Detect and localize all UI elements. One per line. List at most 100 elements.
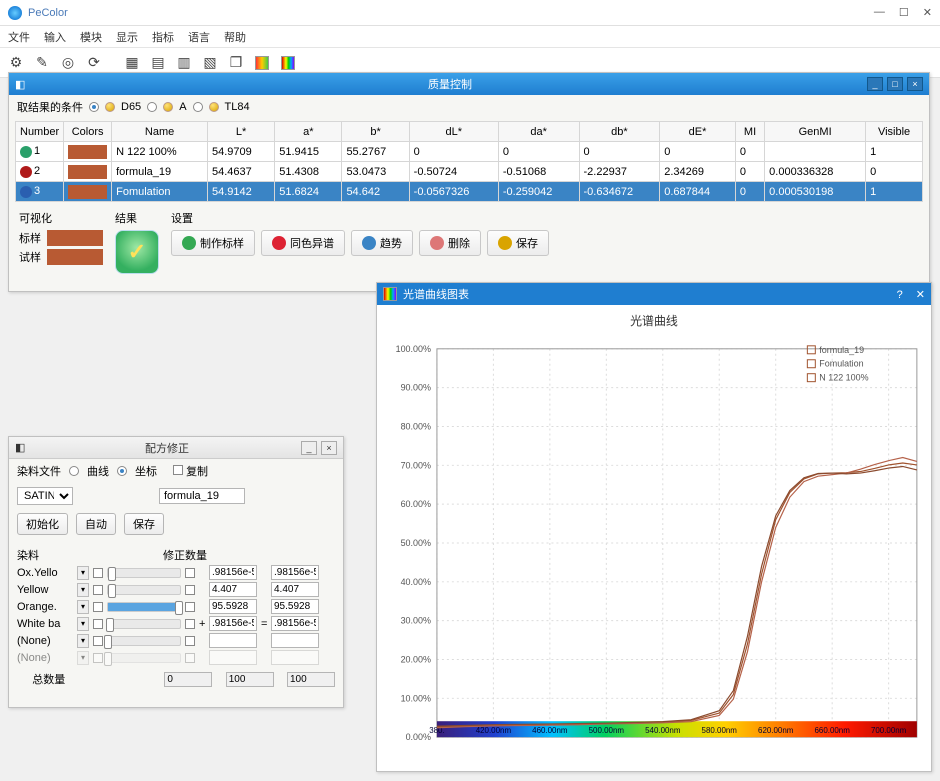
grid1-icon[interactable]: ▦ (122, 53, 142, 73)
rc-min-icon[interactable]: _ (301, 441, 317, 455)
qc-titlebar[interactable]: ◧ 质量控制 _ □ × (9, 73, 929, 95)
col-Number[interactable]: Number (16, 122, 64, 142)
init-button[interactable]: 初始化 (17, 513, 68, 535)
col-dE*[interactable]: dE* (660, 122, 736, 142)
gear-icon[interactable]: ⚙ (6, 53, 26, 73)
illum-d65-radio[interactable] (89, 102, 99, 112)
col-L*[interactable]: L* (208, 122, 275, 142)
rc-titlebar[interactable]: ◧ 配方修正 _ × (9, 437, 343, 459)
layers-icon[interactable]: ❐ (226, 53, 246, 73)
chart-titlebar[interactable]: 光谱曲线图表 ? ✕ (377, 283, 931, 305)
minimize-icon[interactable]: — (874, 6, 885, 19)
refresh-icon[interactable]: ⟳ (84, 53, 104, 73)
dye-slider[interactable] (107, 585, 181, 595)
dye-value2[interactable] (271, 633, 319, 648)
col-db*[interactable]: db* (579, 122, 660, 142)
dye-checkbox2[interactable] (185, 585, 195, 595)
illum-a-radio[interactable] (147, 102, 157, 112)
col-a*[interactable]: a* (275, 122, 342, 142)
copy-checkbox[interactable] (173, 465, 183, 475)
col-MI[interactable]: MI (735, 122, 764, 142)
dye-dropdown-icon[interactable]: ▾ (77, 651, 89, 665)
menu-help[interactable]: 帮助 (224, 29, 246, 45)
dye-checkbox2[interactable] (185, 568, 195, 578)
grid3-icon[interactable]: ▥ (174, 53, 194, 73)
pencil-icon[interactable]: ✎ (32, 53, 52, 73)
dye-dropdown-icon[interactable]: ▾ (77, 566, 89, 580)
qc-min-icon[interactable]: _ (867, 77, 883, 91)
dye-value1[interactable] (209, 582, 257, 597)
dye-value2[interactable] (271, 582, 319, 597)
dye-checkbox[interactable] (93, 653, 103, 663)
dye-value2[interactable] (271, 616, 319, 631)
dye-value1[interactable] (209, 616, 257, 631)
dye-checkbox[interactable] (93, 585, 103, 595)
dye-checkbox[interactable] (93, 636, 103, 646)
dye-value1[interactable] (209, 565, 257, 580)
grid2-icon[interactable]: ▤ (148, 53, 168, 73)
illum-tl84-radio[interactable] (193, 102, 203, 112)
mode-curve-radio[interactable] (69, 466, 79, 476)
col-dL*[interactable]: dL* (409, 122, 498, 142)
table-row[interactable]: 1N 122 100%54.970951.941555.2767000001 (16, 142, 923, 162)
target-icon[interactable]: ◎ (58, 53, 78, 73)
dye-slider[interactable] (107, 653, 181, 663)
dye-slider[interactable] (107, 636, 181, 646)
dye-value2[interactable] (271, 565, 319, 580)
dye-slider[interactable] (107, 619, 181, 629)
auto-button[interactable]: 自动 (76, 513, 116, 535)
dye-slider[interactable] (107, 568, 181, 578)
qc-max-icon[interactable]: □ (887, 77, 903, 91)
dye-value2[interactable] (271, 650, 319, 665)
save-button[interactable]: 保存 (124, 513, 164, 535)
action-button[interactable]: 同色异谱 (261, 230, 345, 256)
spectrum1-icon[interactable] (252, 53, 272, 73)
menu-file[interactable]: 文件 (8, 29, 30, 45)
dye-checkbox2[interactable] (185, 602, 195, 612)
dye-value1[interactable] (209, 650, 257, 665)
dye-value1[interactable] (209, 599, 257, 614)
spectrum2-icon[interactable] (278, 53, 298, 73)
chart-help-icon[interactable]: ? (897, 289, 903, 301)
table-row[interactable]: 3Fomulation54.914251.682454.642-0.056732… (16, 182, 923, 202)
action-button[interactable]: 制作标样 (171, 230, 255, 256)
col-b*[interactable]: b* (342, 122, 409, 142)
col-Colors[interactable]: Colors (64, 122, 112, 142)
menu-input[interactable]: 输入 (44, 29, 66, 45)
qc-close-icon[interactable]: × (907, 77, 923, 91)
dye-checkbox2[interactable] (185, 636, 195, 646)
menu-metric[interactable]: 指标 (152, 29, 174, 45)
dye-dropdown-icon[interactable]: ▾ (77, 583, 89, 597)
dye-checkbox[interactable] (93, 619, 103, 629)
col-GenMI[interactable]: GenMI (765, 122, 866, 142)
col-da*[interactable]: da* (498, 122, 579, 142)
table-row[interactable]: 2formula_1954.463751.430853.0473-0.50724… (16, 162, 923, 182)
dye-slider[interactable] (107, 602, 181, 612)
action-button[interactable]: 删除 (419, 230, 481, 256)
maximize-icon[interactable]: ☐ (899, 6, 909, 19)
col-Name[interactable]: Name (112, 122, 208, 142)
dye-dropdown-icon[interactable]: ▾ (77, 600, 89, 614)
dye-value1[interactable] (209, 633, 257, 648)
col-Visible[interactable]: Visible (866, 122, 923, 142)
menu-display[interactable]: 显示 (116, 29, 138, 45)
rc-close-icon[interactable]: × (321, 441, 337, 455)
menu-module[interactable]: 模块 (80, 29, 102, 45)
action-button[interactable]: 保存 (487, 230, 549, 256)
formula-input[interactable] (159, 488, 245, 504)
chart-close-icon[interactable]: ✕ (916, 289, 925, 301)
svg-text:660.00nm: 660.00nm (814, 726, 850, 735)
dye-checkbox2[interactable] (185, 619, 195, 629)
dye-checkbox2[interactable] (185, 653, 195, 663)
dye-checkbox[interactable] (93, 568, 103, 578)
menu-lang[interactable]: 语言 (188, 29, 210, 45)
dye-dropdown-icon[interactable]: ▾ (77, 634, 89, 648)
satin-select[interactable]: SATIN (17, 487, 73, 505)
close-icon[interactable]: ✕ (923, 6, 932, 19)
action-button[interactable]: 趋势 (351, 230, 413, 256)
dye-dropdown-icon[interactable]: ▾ (77, 617, 89, 631)
grid4-icon[interactable]: ▧ (200, 53, 220, 73)
mode-coord-radio[interactable] (117, 466, 127, 476)
dye-value2[interactable] (271, 599, 319, 614)
dye-checkbox[interactable] (93, 602, 103, 612)
